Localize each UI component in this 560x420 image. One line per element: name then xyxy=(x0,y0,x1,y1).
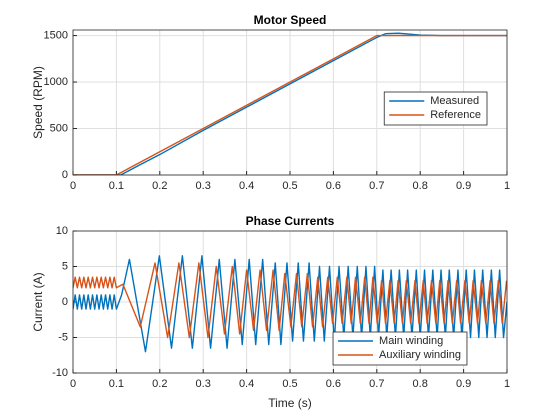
x-tick-label: 0.6 xyxy=(326,180,341,192)
y-axis-label: Current (A) xyxy=(31,272,45,331)
x-tick-label: 0.1 xyxy=(109,180,124,192)
y-tick-label: 10 xyxy=(56,225,68,237)
legend-box xyxy=(332,331,468,366)
series-line xyxy=(73,34,507,175)
y-tick-label: 500 xyxy=(50,122,68,134)
x-tick-label: 0.9 xyxy=(456,378,471,390)
x-tick-label: 0.4 xyxy=(239,180,254,192)
axes-box xyxy=(72,230,508,374)
x-tick-label: 0.1 xyxy=(109,378,124,390)
y-tick-label: 5 xyxy=(62,260,68,272)
y-tick-label: 0 xyxy=(62,296,68,308)
legend-label: Measured xyxy=(430,95,479,107)
legend: Measured Reference xyxy=(383,91,488,126)
y-tick-label: 1500 xyxy=(44,29,68,41)
axes: 0 0.1 0.2 0.3 0.4 0.5 0.6 0.7 0.8 0.9 1 -10 -5 0 5 10 Ph… xyxy=(31,214,510,410)
x-tick-label: 0.5 xyxy=(282,378,297,390)
x-tick-label: 0.6 xyxy=(326,378,341,390)
x-tick-label: 0.2 xyxy=(152,180,167,192)
y-axis-label: Speed (RPM) xyxy=(31,66,45,139)
legend-label: Auxiliary winding xyxy=(379,349,461,361)
series-line xyxy=(73,262,507,339)
x-tick-label: 0.8 xyxy=(413,180,428,192)
y-tick-label: -5 xyxy=(58,331,68,343)
x-tick-label: 0.2 xyxy=(152,378,167,390)
y-tick-label: 1000 xyxy=(44,76,68,88)
x-tick-label: 0.7 xyxy=(369,180,384,192)
y-tick-label: -10 xyxy=(52,367,68,379)
x-tick-label: 0.5 xyxy=(282,180,297,192)
x-tick-label: 1 xyxy=(504,180,510,192)
x-tick-label: 1 xyxy=(504,378,510,390)
axes: 0 0.1 0.2 0.3 0.4 0.5 0.6 0.7 0.8 0.9 1 0 500 1000 150… xyxy=(31,13,510,192)
legend-label: Main winding xyxy=(379,335,443,347)
x-tick-label: 0.8 xyxy=(413,378,428,390)
x-tick-label: 0.3 xyxy=(196,378,211,390)
x-tick-label: 0.3 xyxy=(196,180,211,192)
y-tick-label: 0 xyxy=(62,169,68,181)
chart-title: Motor Speed xyxy=(254,13,327,27)
legend-box xyxy=(383,91,488,126)
x-tick-label: 0.7 xyxy=(369,378,384,390)
x-tick-label: 0.9 xyxy=(456,180,471,192)
x-tick-label: 0 xyxy=(70,378,76,390)
x-axis-label: Time (s) xyxy=(268,396,312,410)
chart-title: Phase Currents xyxy=(246,214,335,228)
x-tick-label: 0 xyxy=(70,180,76,192)
x-tick-label: 0.4 xyxy=(239,378,254,390)
legend: Main winding Auxiliary winding xyxy=(332,331,468,366)
axes-box xyxy=(72,29,508,176)
legend-label: Reference xyxy=(430,109,481,121)
